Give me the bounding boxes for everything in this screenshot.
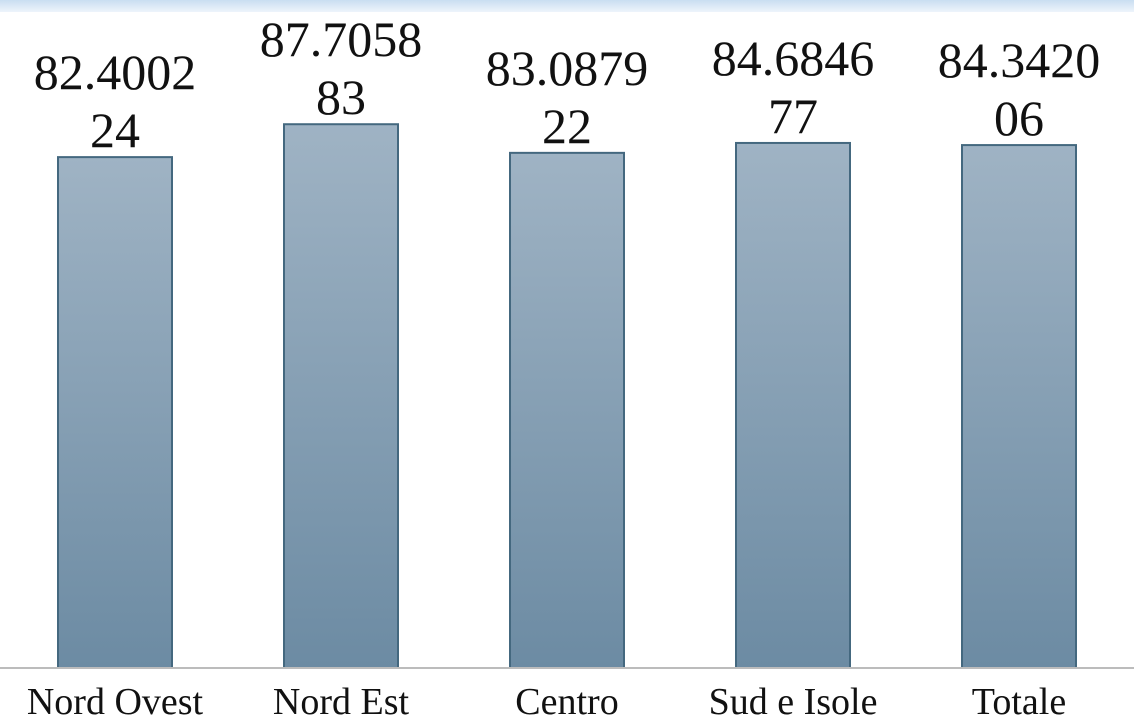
bar-centro bbox=[509, 151, 625, 670]
bar-sud-e-isole bbox=[735, 141, 851, 669]
value-label-line2: 83 bbox=[316, 69, 366, 125]
value-label-line2: 77 bbox=[768, 88, 818, 144]
header-band bbox=[0, 0, 1134, 12]
value-label-line1: 82.4002 bbox=[34, 44, 197, 100]
bar-totale bbox=[961, 144, 1077, 669]
category-label: Nord Est bbox=[273, 681, 410, 723]
bars-group bbox=[57, 123, 1077, 670]
category-label: Sud e Isole bbox=[709, 681, 878, 723]
bar-nord-est bbox=[283, 123, 399, 670]
value-label-line1: 83.0879 bbox=[486, 40, 649, 96]
value-label-line2: 22 bbox=[542, 98, 592, 154]
bar-nord-ovest bbox=[57, 156, 173, 669]
value-label-line2: 06 bbox=[994, 90, 1044, 146]
value-label-line1: 84.3420 bbox=[938, 32, 1101, 88]
category-labels-group: Nord Ovest Nord Est Centro Sud e Isole Total… bbox=[27, 681, 1066, 723]
category-label: Totale bbox=[972, 681, 1066, 723]
category-label: Centro bbox=[515, 681, 618, 723]
value-label-line1: 84.6846 bbox=[712, 30, 875, 86]
category-label: Nord Ovest bbox=[27, 681, 204, 723]
value-label-line2: 24 bbox=[90, 102, 140, 158]
value-label-line1: 87.7058 bbox=[260, 11, 423, 67]
